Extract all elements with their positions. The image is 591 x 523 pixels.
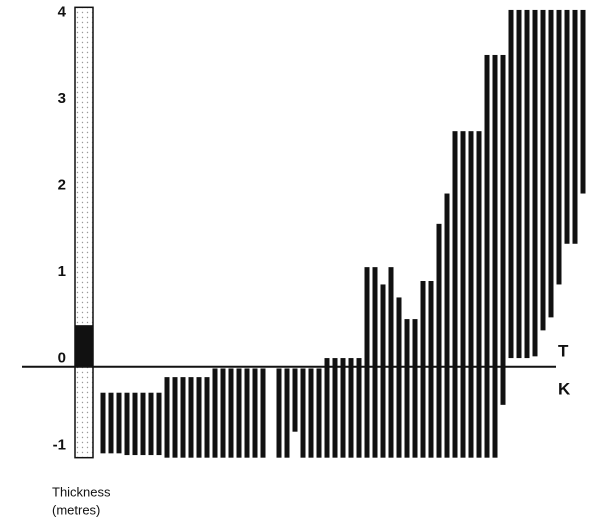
- bar: [348, 358, 354, 458]
- y-tick-label: 2: [58, 176, 66, 193]
- bar: [164, 377, 170, 458]
- bar: [316, 368, 322, 458]
- bar: [324, 358, 330, 458]
- bar: [484, 54, 490, 458]
- bar: [396, 297, 402, 458]
- bar: [460, 131, 466, 458]
- bar: [260, 368, 266, 458]
- bar: [572, 9, 578, 244]
- bar: [140, 392, 146, 456]
- y-tick-label: -1: [53, 436, 66, 453]
- bar: [468, 131, 474, 458]
- axis-label: Thickness: [52, 484, 111, 499]
- bar: [332, 358, 338, 458]
- bar: [132, 392, 138, 456]
- bar: [444, 193, 450, 458]
- bar: [116, 392, 122, 454]
- bar: [204, 377, 210, 458]
- bar: [228, 368, 234, 458]
- bar: [356, 358, 362, 458]
- y-tick-label: 3: [58, 90, 66, 107]
- bar: [428, 280, 434, 458]
- bar: [100, 392, 106, 454]
- column-fill: [75, 325, 93, 367]
- bar: [212, 368, 218, 458]
- bar: [404, 319, 410, 458]
- bar: [108, 392, 114, 454]
- bar: [308, 368, 314, 458]
- bar: [508, 9, 514, 359]
- axis-label: (metres): [52, 502, 100, 517]
- bar: [156, 392, 162, 456]
- bar: [340, 358, 346, 458]
- bar: [412, 319, 418, 458]
- bar: [532, 9, 538, 357]
- bar: [148, 392, 154, 456]
- bar: [492, 54, 498, 458]
- bar: [252, 368, 258, 458]
- bar: [244, 368, 250, 458]
- bar: [292, 368, 298, 432]
- bar: [188, 377, 194, 458]
- bar: [436, 223, 442, 458]
- bar: [172, 377, 178, 458]
- bar: [548, 9, 554, 318]
- y-tick-label: 0: [58, 350, 66, 367]
- bar: [124, 392, 130, 456]
- bar: [540, 9, 546, 331]
- y-tick-label: 4: [58, 3, 67, 20]
- bar: [364, 267, 370, 458]
- annotation: T: [558, 341, 569, 360]
- bar: [516, 9, 522, 359]
- bar: [500, 54, 506, 405]
- bar: [220, 368, 226, 458]
- bar: [196, 377, 202, 458]
- bar: [556, 9, 562, 285]
- bar: [580, 9, 586, 194]
- bar: [476, 131, 482, 458]
- bar: [300, 368, 306, 458]
- bar: [372, 267, 378, 458]
- bar: [420, 280, 426, 458]
- bar: [452, 131, 458, 458]
- y-tick-label: 1: [58, 263, 66, 280]
- bar: [284, 368, 290, 458]
- bar: [236, 368, 242, 458]
- bar: [564, 9, 570, 244]
- column: [74, 6, 94, 459]
- bar: [380, 284, 386, 458]
- bar: [276, 368, 282, 458]
- bar: [388, 267, 394, 458]
- annotation: K: [558, 379, 571, 398]
- bar: [524, 9, 530, 359]
- bar: [180, 377, 186, 458]
